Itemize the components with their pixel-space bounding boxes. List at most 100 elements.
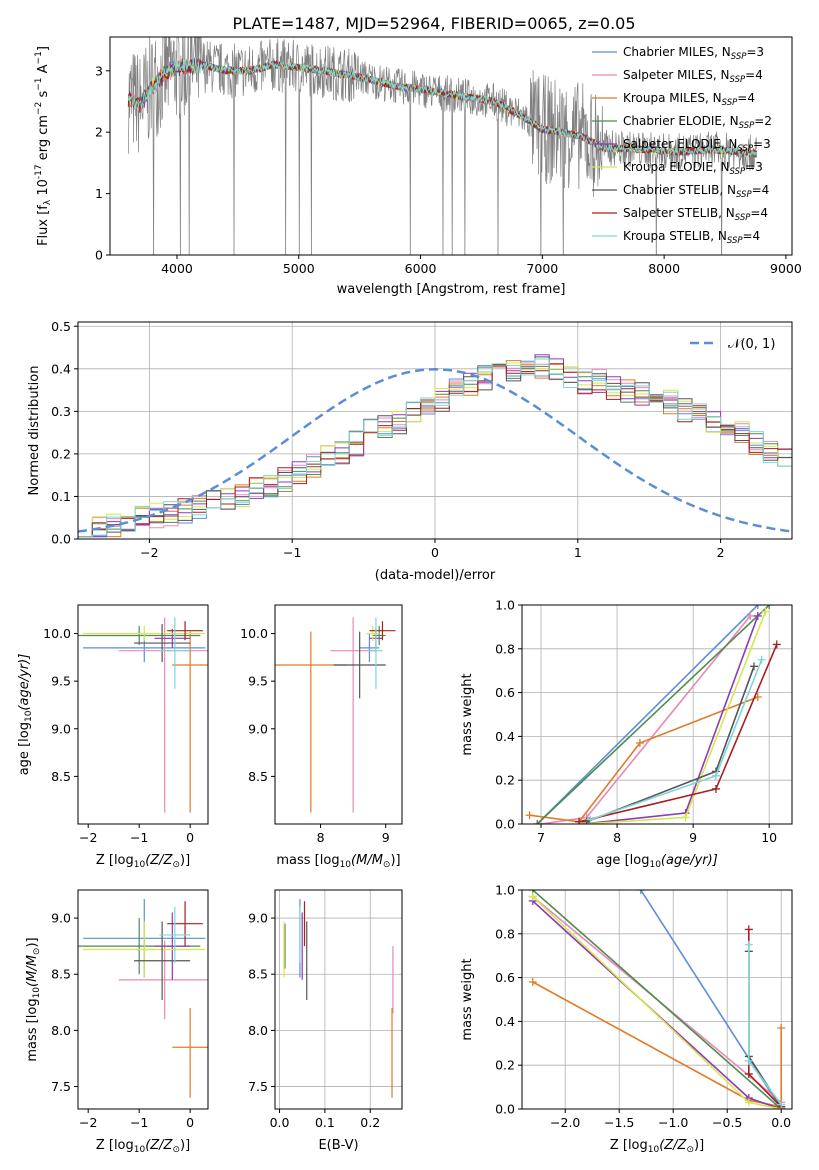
y-tick-label: 0.6: [495, 970, 515, 985]
y-tick-label: 0.4: [495, 1014, 515, 1029]
age_vs_mass-plot-area: [275, 617, 396, 813]
y-axis-label: mass weight: [460, 673, 475, 755]
histogram-step-line: [78, 358, 792, 538]
label-fragment: Chabrier ELODIE, N: [623, 114, 739, 128]
errorbar-point: [78, 625, 201, 645]
weight_vs_Z-axes: −2.0 −1.5 −1.0 −0.5 0.0 0.0 0.2 0.4 0.6 0.8 1.0 mas…: [460, 883, 793, 1155]
mass-weight-line: [536, 605, 759, 824]
label-fragment: 10: [36, 179, 51, 200]
y-tick-label: 9.0: [51, 911, 71, 926]
y-tick-label: 1: [95, 186, 103, 201]
label-fragment: 10: [649, 860, 661, 870]
label-fragment: ⊙: [686, 1145, 694, 1155]
x-axis-label: (data-model)/error: [375, 568, 496, 583]
residuals-axes: −2 −1 0 1 2 0.0 0.1 0.2 0.3 0.4 0.5 𝒩(0, 1) (data-mo…: [27, 319, 793, 583]
x-tick-label: −1.5: [604, 1115, 634, 1130]
mass-weight-marker: [528, 892, 537, 901]
label-fragment: )]: [180, 853, 190, 868]
mass-weight-marker: [711, 771, 720, 780]
errorbar-point: [134, 921, 191, 1001]
mass-weight-marker: [744, 925, 753, 934]
x-tick-label: 0: [186, 830, 194, 845]
mass-weight-line: [532, 981, 782, 1108]
weight_vs_age-panel: 7 8 9 10 0.0 0.2 0.4 0.6 0.8 1.0 mass weight age [l…: [460, 598, 793, 870]
label-fragment: Kroupa STELIB, N: [623, 229, 727, 243]
y-tick-label: 10.0: [43, 626, 71, 641]
label-fragment: Salpeter STELIB, N: [623, 206, 735, 220]
label-fragment: ]: [36, 46, 51, 51]
y-axis-label: Flux [fλ 10-17 erg cm−2 s−1 A−1]: [34, 46, 53, 246]
mass-weight-line: [582, 615, 759, 824]
spectrum-panel: 4000 5000 6000 7000 8000 9000 0 1 2 3 Chabrier MIL…: [34, 36, 802, 297]
age_vs_Z-panel: −2 −1 08.59.09.510.0Z [log10(Z/Z⊙)]age [lo…: [17, 604, 209, 870]
age_vs_Z-plot-area: [78, 617, 208, 813]
model-spectrum-line: [127, 58, 757, 158]
mass-weight-marker: [761, 607, 770, 616]
axes-frame: [521, 889, 793, 1110]
label-fragment: =4: [752, 183, 770, 197]
spectrum-plot-area: [127, 37, 758, 255]
label-fragment: SSP: [722, 98, 738, 108]
mass-weight-marker: [777, 1100, 786, 1109]
mass-weight-marker: [525, 811, 534, 820]
y-tick-label: 0.3: [51, 404, 71, 419]
weight_vs_age-plot-area: [525, 605, 781, 824]
mass_vs_ebv-plot-area: [283, 898, 394, 1098]
y-tick-label: 8.5: [51, 769, 71, 784]
x-tick-label: −2: [140, 545, 158, 560]
y-tick-label: 8.5: [248, 769, 268, 784]
label-fragment: Flux [f: [36, 205, 51, 246]
spectrum-axes: 4000 5000 6000 7000 8000 9000 0 1 2 3 Chabrier MIL…: [34, 36, 802, 297]
legend-label: Kroupa MILES, NSSP=4: [623, 91, 755, 108]
label-fragment: 10: [32, 987, 42, 999]
label-fragment: SSP: [739, 121, 755, 131]
label-fragment: )]: [694, 1138, 704, 1153]
gaussian-reference-curve: [78, 368, 792, 533]
y-tick-label: 0.5: [51, 319, 71, 334]
y-tick-label: 9.5: [51, 674, 71, 689]
label-fragment: SSP: [730, 167, 746, 177]
legend-label: Salpeter ELODIE, NSSP=3: [623, 137, 771, 154]
x-tick-label: 6000: [405, 261, 437, 276]
label-fragment: Kroupa ELODIE, N: [623, 160, 730, 174]
residuals-panel: −2 −1 0 1 2 0.0 0.1 0.2 0.3 0.4 0.5 𝒩(0, 1) (data-mo…: [27, 319, 793, 583]
mass-weight-marker: [744, 1056, 753, 1065]
mass-weight-marker: [533, 820, 542, 824]
x-tick-label: −1: [283, 545, 301, 560]
y-tick-label: 0: [95, 248, 103, 263]
mass-weight-marker: [753, 605, 762, 609]
mass-weight-marker: [772, 640, 781, 649]
x-tick-label: −2.0: [550, 1115, 580, 1130]
y-tick-label: 0.2: [495, 773, 515, 788]
label-fragment: 10: [648, 1145, 660, 1155]
label-fragment: SSP: [735, 213, 751, 223]
label-fragment: age [log: [17, 722, 32, 775]
label-fragment: (M/M: [351, 853, 383, 868]
histogram-step-line: [78, 365, 792, 538]
x-tick-label: 0.0: [270, 1115, 290, 1130]
age_vs_mass-panel: 8 9 8.5 9.0 9.5 10.0 mass [log10(M/M⊙)]: [240, 604, 403, 870]
label-fragment: (age/yr)]: [661, 853, 718, 868]
x-tick-label: −1: [130, 1115, 148, 1130]
x-axis-label: Z [log10(Z/Z⊙)]: [610, 1138, 704, 1155]
x-axis-label: age [log10(age/yr)]: [596, 853, 718, 870]
x-axis-label: Z [log10(Z/Z⊙)]: [96, 853, 190, 870]
label-fragment: SSP: [730, 75, 746, 85]
label-fragment: Z [log: [96, 1138, 134, 1153]
model-spectrum-line: [127, 57, 758, 157]
errorbar-point: [366, 625, 380, 642]
legend-label: Chabrier MILES, NSSP=3: [623, 45, 764, 62]
label-fragment: =4: [737, 91, 755, 105]
label-fragment: mass [log: [25, 998, 40, 1061]
y-tick-label: 0.1: [51, 489, 71, 504]
y-tick-label: 8.5: [248, 967, 268, 982]
label-fragment: (Z/Z: [145, 1138, 173, 1153]
label-fragment: =2: [754, 114, 772, 128]
errorbar-point: [118, 940, 208, 1020]
errorbar-point: [159, 617, 191, 689]
label-fragment: ⊙: [172, 860, 180, 870]
observed-spectrum-line: [127, 37, 758, 255]
x-tick-label: 0: [431, 545, 439, 560]
mass_vs_Z-axes: −2 −1 07.58.08.59.0Z [log10(Z/Z⊙)]mass [lo…: [25, 889, 209, 1155]
errorbar-point: [83, 921, 206, 978]
